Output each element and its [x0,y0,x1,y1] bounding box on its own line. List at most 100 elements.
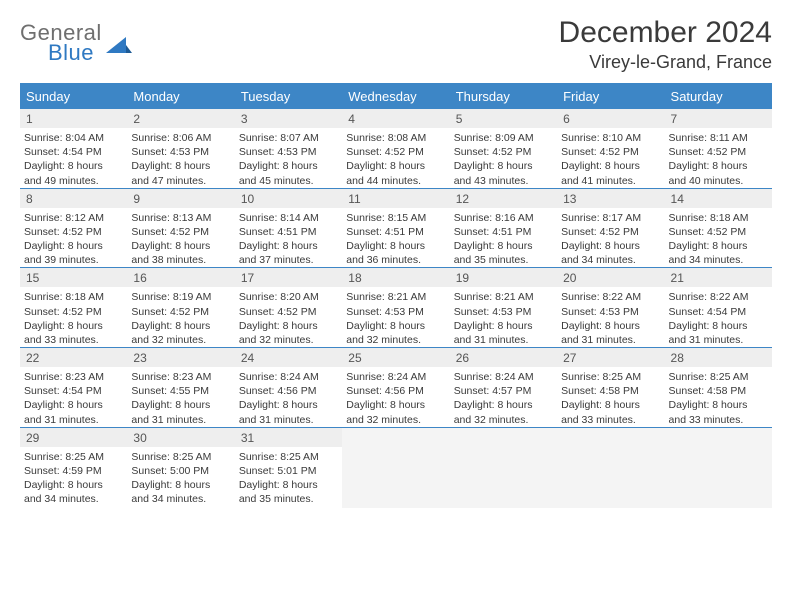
daylight-line2: and 31 minutes. [24,413,123,427]
sunrise-text: Sunrise: 8:23 AM [24,370,123,384]
sunset-text: Sunset: 4:53 PM [131,145,230,159]
day-number: 1 [20,109,127,128]
daylight-line2: and 49 minutes. [24,174,123,188]
calendar-cell: 30Sunrise: 8:25 AMSunset: 5:00 PMDayligh… [127,427,234,508]
sunrise-text: Sunrise: 8:22 AM [561,290,660,304]
daylight-line1: Daylight: 8 hours [454,398,553,412]
sunrise-text: Sunrise: 8:06 AM [131,131,230,145]
calendar-cell: 31Sunrise: 8:25 AMSunset: 5:01 PMDayligh… [235,427,342,508]
daylight-line2: and 40 minutes. [669,174,768,188]
daylight-line2: and 31 minutes. [454,333,553,347]
sunset-text: Sunset: 4:52 PM [239,305,338,319]
sunrise-text: Sunrise: 8:19 AM [131,290,230,304]
day-info: Sunrise: 8:10 AMSunset: 4:52 PMDaylight:… [557,128,664,188]
day-info: Sunrise: 8:06 AMSunset: 4:53 PMDaylight:… [127,128,234,188]
sunset-text: Sunset: 4:57 PM [454,384,553,398]
calendar-cell: 5Sunrise: 8:09 AMSunset: 4:52 PMDaylight… [450,109,557,188]
sunset-text: Sunset: 4:54 PM [24,384,123,398]
day-number: 8 [20,189,127,208]
calendar-cell: 2Sunrise: 8:06 AMSunset: 4:53 PMDaylight… [127,109,234,188]
day-number: 20 [557,268,664,287]
daylight-line2: and 35 minutes. [239,492,338,506]
daylight-line2: and 43 minutes. [454,174,553,188]
sunset-text: Sunset: 4:56 PM [346,384,445,398]
calendar-cell: 12Sunrise: 8:16 AMSunset: 4:51 PMDayligh… [450,188,557,268]
day-number: 4 [342,109,449,128]
day-info: Sunrise: 8:25 AMSunset: 4:58 PMDaylight:… [665,367,772,427]
day-number: 12 [450,189,557,208]
daylight-line2: and 31 minutes. [669,333,768,347]
daylight-line2: and 32 minutes. [131,333,230,347]
day-info: Sunrise: 8:12 AMSunset: 4:52 PMDaylight:… [20,208,127,268]
sunrise-text: Sunrise: 8:11 AM [669,131,768,145]
sunset-text: Sunset: 4:58 PM [669,384,768,398]
sunrise-text: Sunrise: 8:04 AM [24,131,123,145]
daylight-line1: Daylight: 8 hours [346,398,445,412]
sunset-text: Sunset: 5:01 PM [239,464,338,478]
day-info: Sunrise: 8:13 AMSunset: 4:52 PMDaylight:… [127,208,234,268]
logo-text: General Blue [20,22,102,64]
daylight-line2: and 31 minutes. [561,333,660,347]
calendar-cell: 16Sunrise: 8:19 AMSunset: 4:52 PMDayligh… [127,268,234,348]
calendar-week-row: 15Sunrise: 8:18 AMSunset: 4:52 PMDayligh… [20,268,772,348]
day-info: Sunrise: 8:17 AMSunset: 4:52 PMDaylight:… [557,208,664,268]
daylight-line2: and 31 minutes. [131,413,230,427]
calendar-cell: 24Sunrise: 8:24 AMSunset: 4:56 PMDayligh… [235,348,342,428]
calendar-cell: 13Sunrise: 8:17 AMSunset: 4:52 PMDayligh… [557,188,664,268]
calendar-cell: 29Sunrise: 8:25 AMSunset: 4:59 PMDayligh… [20,427,127,508]
page-header: General Blue December 2024 Virey-le-Gran… [20,16,772,73]
calendar-week-row: 8Sunrise: 8:12 AMSunset: 4:52 PMDaylight… [20,188,772,268]
daylight-line1: Daylight: 8 hours [24,159,123,173]
calendar-table: Sunday Monday Tuesday Wednesday Thursday… [20,83,772,508]
sunset-text: Sunset: 4:51 PM [454,225,553,239]
calendar-cell: 10Sunrise: 8:14 AMSunset: 4:51 PMDayligh… [235,188,342,268]
triangle-icon [106,35,132,55]
sunset-text: Sunset: 4:59 PM [24,464,123,478]
sunrise-text: Sunrise: 8:12 AM [24,211,123,225]
day-number: 7 [665,109,772,128]
day-number: 9 [127,189,234,208]
calendar-cell: 27Sunrise: 8:25 AMSunset: 4:58 PMDayligh… [557,348,664,428]
day-number: 10 [235,189,342,208]
day-info: Sunrise: 8:18 AMSunset: 4:52 PMDaylight:… [20,287,127,347]
sunrise-text: Sunrise: 8:16 AM [454,211,553,225]
daylight-line1: Daylight: 8 hours [24,398,123,412]
sunrise-text: Sunrise: 8:18 AM [669,211,768,225]
daylight-line1: Daylight: 8 hours [24,239,123,253]
day-info: Sunrise: 8:22 AMSunset: 4:53 PMDaylight:… [557,287,664,347]
daylight-line2: and 32 minutes. [346,333,445,347]
sunset-text: Sunset: 5:00 PM [131,464,230,478]
sunset-text: Sunset: 4:52 PM [131,225,230,239]
logo-word-blue: Blue [48,42,102,64]
calendar-cell: 18Sunrise: 8:21 AMSunset: 4:53 PMDayligh… [342,268,449,348]
calendar-cell: 19Sunrise: 8:21 AMSunset: 4:53 PMDayligh… [450,268,557,348]
daylight-line2: and 34 minutes. [131,492,230,506]
daylight-line2: and 44 minutes. [346,174,445,188]
sunset-text: Sunset: 4:54 PM [24,145,123,159]
calendar-cell: 4Sunrise: 8:08 AMSunset: 4:52 PMDaylight… [342,109,449,188]
day-header: Sunday [20,83,127,109]
calendar-cell: 7Sunrise: 8:11 AMSunset: 4:52 PMDaylight… [665,109,772,188]
sunset-text: Sunset: 4:53 PM [454,305,553,319]
sunrise-text: Sunrise: 8:25 AM [131,450,230,464]
day-header-row: Sunday Monday Tuesday Wednesday Thursday… [20,83,772,109]
daylight-line2: and 47 minutes. [131,174,230,188]
calendar-cell: 22Sunrise: 8:23 AMSunset: 4:54 PMDayligh… [20,348,127,428]
day-number: 17 [235,268,342,287]
calendar-week-row: 29Sunrise: 8:25 AMSunset: 4:59 PMDayligh… [20,427,772,508]
day-info: Sunrise: 8:14 AMSunset: 4:51 PMDaylight:… [235,208,342,268]
sunrise-text: Sunrise: 8:25 AM [561,370,660,384]
month-title: December 2024 [559,16,772,50]
calendar-cell: 9Sunrise: 8:13 AMSunset: 4:52 PMDaylight… [127,188,234,268]
day-info: Sunrise: 8:25 AMSunset: 4:59 PMDaylight:… [20,447,127,507]
calendar-week-row: 1 Sunrise: 8:04 AMSunset: 4:54 PMDaylight… [20,109,772,188]
sunset-text: Sunset: 4:52 PM [454,145,553,159]
calendar-cell: 17Sunrise: 8:20 AMSunset: 4:52 PMDayligh… [235,268,342,348]
day-number: 5 [450,109,557,128]
sunrise-text: Sunrise: 8:08 AM [346,131,445,145]
daylight-line1: Daylight: 8 hours [131,239,230,253]
day-info: Sunrise: 8:16 AMSunset: 4:51 PMDaylight:… [450,208,557,268]
daylight-line1: Daylight: 8 hours [24,319,123,333]
daylight-line1: Daylight: 8 hours [346,239,445,253]
daylight-line1: Daylight: 8 hours [454,239,553,253]
